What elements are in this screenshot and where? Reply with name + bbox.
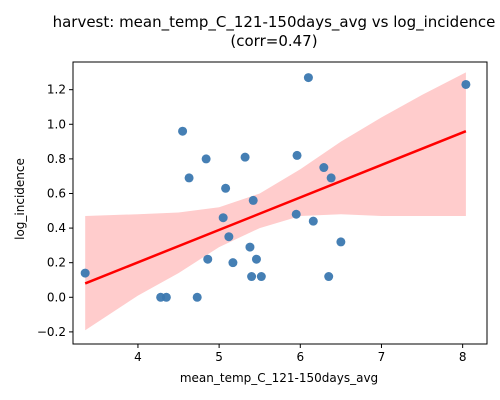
x-tick-label: 8 [459,350,467,364]
y-tick-label: 0.0 [47,290,66,304]
y-tick-label: 0.4 [47,221,66,235]
data-point [224,232,234,242]
data-point [303,73,313,83]
data-point [203,254,213,264]
plot-area [72,61,488,345]
data-point [319,163,329,173]
data-point [292,150,302,160]
x-tick-label: 6 [296,350,304,364]
x-tick-label: 7 [378,350,386,364]
data-point [324,272,334,282]
y-tick-label: 0.2 [47,256,66,270]
y-axis-ticks: −0.2 0.0 0.2 0.4 0.6 0.8 1.0 1.2 [37,83,73,339]
data-point [326,173,336,183]
y-tick-label: 1.0 [47,117,66,131]
data-point [201,154,211,164]
y-tick-label: 0.6 [47,186,66,200]
axes-frame [72,61,488,345]
data-point [221,183,231,193]
chart-title-line2: (corr=0.47) [230,32,317,50]
data-point [336,237,346,247]
data-point [178,126,188,136]
data-point [80,268,90,278]
data-points [80,73,471,302]
confidence-band [85,72,466,331]
data-point [251,254,261,264]
data-point [256,272,266,282]
y-tick-label: 1.2 [47,83,66,97]
data-point [228,258,238,268]
y-tick-label: −0.2 [37,325,66,339]
data-point [248,195,258,205]
data-point [184,173,194,183]
x-tick-label: 4 [134,350,142,364]
y-axis-label: log_incidence [13,158,27,240]
data-point [461,79,471,89]
regression-line [84,130,467,285]
x-axis-ticks: 4 5 6 7 8 [134,344,466,364]
y-tick-label: 0.8 [47,152,66,166]
data-point [218,213,228,223]
chart-title-line1: harvest: mean_temp_C_121-150days_avg vs … [53,13,496,32]
data-point [247,272,257,282]
data-point [192,292,202,302]
data-point [161,292,171,302]
x-axis-label: mean_temp_C_121-150days_avg [180,371,378,385]
x-tick-label: 5 [215,350,223,364]
data-point [308,216,318,226]
data-point [291,209,301,219]
data-point [240,152,250,162]
data-point [245,242,255,252]
